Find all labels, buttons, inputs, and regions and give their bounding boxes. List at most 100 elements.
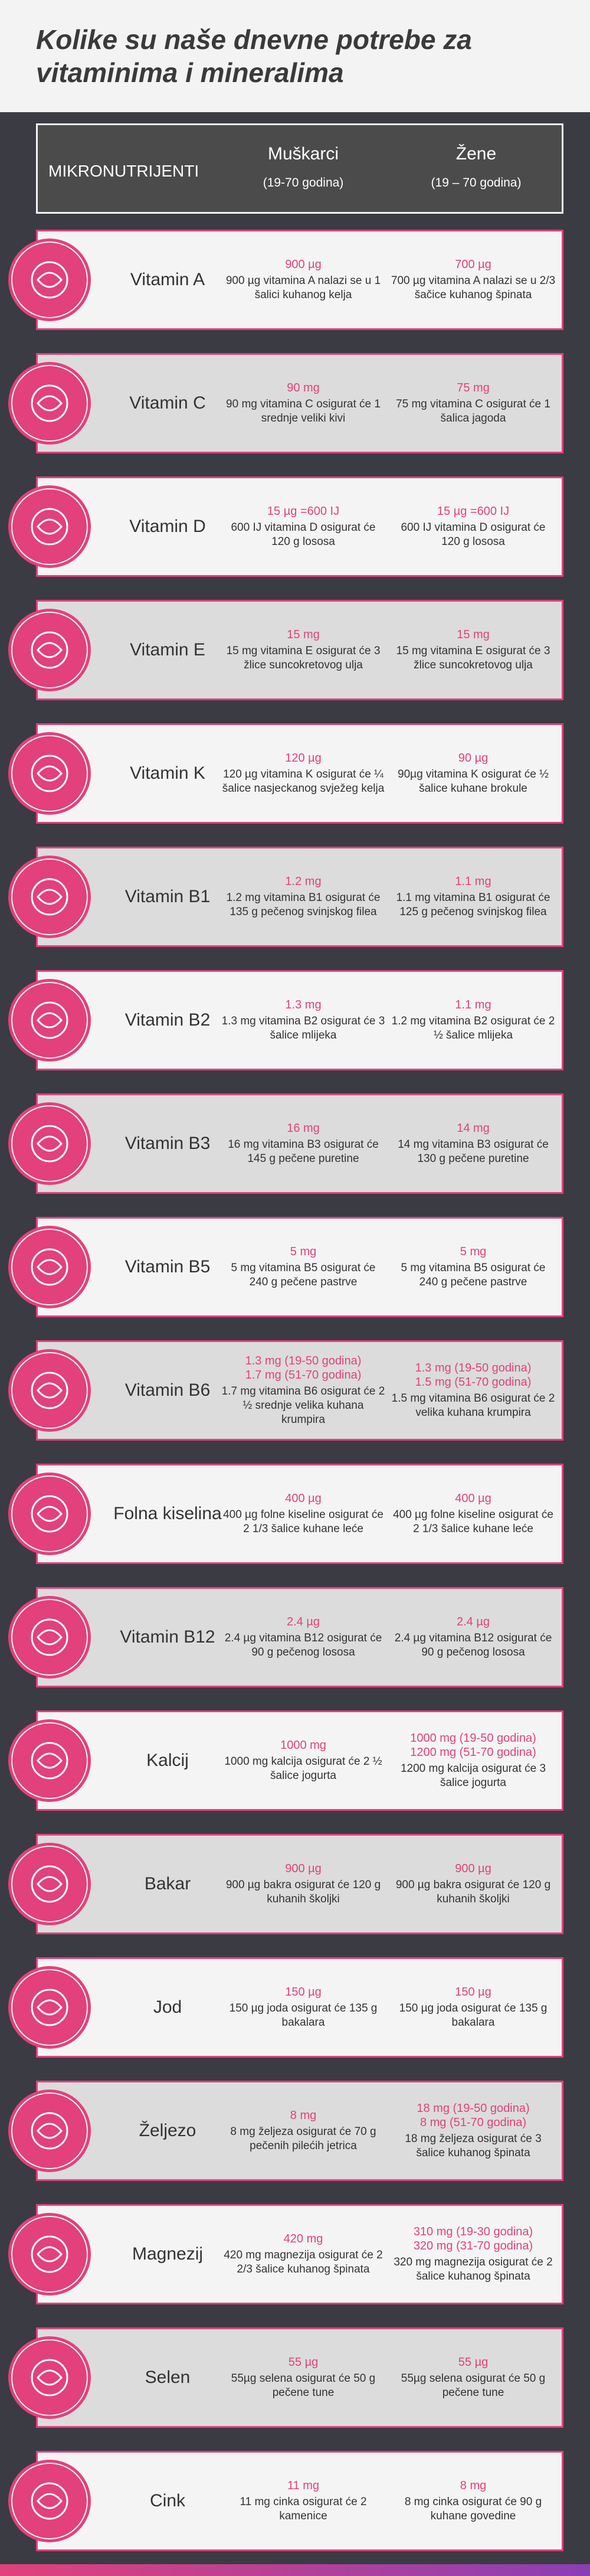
amount: 15 µg =600 IJ: [437, 505, 510, 518]
amount: 90 µg: [458, 752, 489, 765]
description: 150 µg joda osigurat će 135 g bakalara: [229, 2002, 378, 2029]
nutrient-name: Vitamin B12: [120, 1627, 215, 1647]
description: 55µg selena osigurat će 50 g pečene tune: [401, 2372, 546, 2399]
amount: 120 µg: [285, 752, 322, 765]
description: 11 mg cinka osigurat će 2 kamenice: [240, 2496, 367, 2522]
women-cell: 90 µg 90µg vitamina K osigurat će ½ šalic…: [391, 751, 556, 796]
amount: 75 mg: [457, 381, 490, 394]
description: 2.4 µg vitamina B12 osigurat će 90 g peč…: [394, 1632, 552, 1658]
women-cell: 1.1 mg 1.2 mg vitamina B2 osigurat će 2 ½…: [391, 998, 556, 1043]
women-cell: 150 µg 150 µg joda osigurat će 135 g baka…: [391, 1985, 556, 2030]
women-cell: 1.3 mg (19-50 godina) 1.5 mg (51-70 godin…: [391, 1361, 556, 1420]
amount: 1.3 mg (19-50 godina): [415, 1362, 532, 1374]
women-cell: 75 mg 75 mg vitamina C osigurat će 1 šali…: [391, 381, 556, 426]
footer-strip: [0, 2564, 590, 2576]
amount: 18 mg (19-50 godina): [417, 2102, 530, 2115]
nutrient-row: Vitamin C 90 mg 90 mg vitamina C osigurat …: [36, 353, 563, 453]
amount: 16 mg: [287, 1122, 320, 1135]
nutrient-name: Selen: [145, 2368, 191, 2387]
description: 1.1 mg vitamina B1 osigurat će 125 g peč…: [396, 892, 550, 918]
amount: 900 µg: [455, 1862, 491, 1875]
title-line: Kolike su naše dnevne potrebe za: [36, 24, 472, 55]
women-cell: 15 µg =600 IJ 600 IJ vitamina D osigurat …: [391, 504, 556, 549]
nutrient-name: Vitamin D: [129, 517, 206, 536]
amount: 1.3 mg: [285, 998, 322, 1011]
description: 320 mg magnezija osigurat će 2 šalice ku…: [394, 2256, 553, 2283]
men-cell: 120 µg 120 µg vitamina K osigurat će ¼ ša…: [221, 751, 386, 796]
amount: 2.4 µg: [456, 1615, 490, 1628]
table-header: MIKRONUTRIJENTI Muškarci (19-70 godina) …: [36, 123, 563, 214]
amount: 320 mg (31-70 godina): [413, 2239, 533, 2252]
icon: [8, 1473, 91, 1555]
description: 900 µg vitamina A nalazi se u 1 šalici k…: [225, 275, 381, 301]
men-cell: 15 mg 15 mg vitamina E osigurat će 3 žlic…: [221, 628, 386, 672]
men-cell: 1000 mg 1000 mg kalcija osigurat će 2 ½ š…: [221, 1738, 386, 1783]
amount: 8 mg: [460, 2479, 487, 2492]
description: 14 mg vitamina B3 osigurat će 130 g peče…: [398, 1138, 549, 1165]
nutrient-row: Vitamin E 15 mg 15 mg vitamina E osigurat …: [36, 600, 563, 700]
description: 75 mg vitamina C osigurat će 1 šalica ja…: [396, 398, 550, 425]
description: 420 mg magnezija osigurat će 2 2/3 šalic…: [224, 2249, 383, 2275]
nutrient-name: Vitamin B6: [124, 1380, 211, 1400]
women-cell: 700 µg 700 µg vitamina A nalazi se u 2/3 …: [391, 257, 556, 302]
nutrient-name: Vitamin K: [130, 763, 205, 783]
nutrient-name: Vitamin C: [129, 393, 206, 413]
header-label: MIKRONUTRIJENTI: [48, 162, 199, 180]
icon: [8, 2089, 91, 2172]
men-cell: 420 mg 420 mg magnezija osigurat će 2 2/3…: [221, 2232, 386, 2277]
description: 1.2 mg vitamina B2 osigurat će 2 ½ šalic…: [391, 1015, 555, 1041]
icon: [8, 856, 91, 938]
title-area: [0, 0, 590, 112]
amount: 400 µg: [285, 1492, 322, 1505]
icon: [8, 732, 91, 815]
header-label: Muškarci: [267, 144, 339, 164]
nutrient-row: Vitamin B2 1.3 mg 1.3 mg vitamina B2 osigu…: [36, 970, 563, 1070]
description: 1.7 mg vitamina B6 osigurat će 2 ½ sredn…: [221, 1385, 385, 1426]
amount: 5 mg: [290, 1245, 317, 1258]
men-cell: 1.3 mg (19-50 godina) 1.7 mg (51-70 godin…: [221, 1354, 386, 1427]
icon: [8, 239, 91, 321]
men-cell: 1.2 mg 1.2 mg vitamina B1 osigurat će 135…: [221, 874, 386, 919]
nutrient-name: Folna kiselina: [113, 1504, 222, 1523]
amount: 150 µg: [285, 1986, 322, 1999]
icon: [8, 2460, 91, 2542]
description: 600 IJ vitamina D osigurat će 120 g loso…: [231, 521, 376, 548]
icon: [8, 1226, 91, 1308]
nutrient-name: Kalcij: [146, 1751, 189, 1770]
description: 5 mg vitamina B5 osigurat će 240 g pečen…: [231, 1262, 376, 1288]
description: 55µg selena osigurat će 50 g pečene tune: [231, 2372, 376, 2399]
description: 120 µg vitamina K osigurat će ¼ šalice n…: [222, 768, 385, 795]
description: 8 mg željeza osigurat će 70 g pečenih pi…: [230, 2126, 376, 2152]
nutrient-row: Vitamin K 120 µg 120 µg vitamina K osigura…: [36, 723, 563, 824]
amount: 1.5 mg (51-70 godina): [415, 1376, 532, 1389]
men-cell: 90 mg 90 mg vitamina C osigurat će 1 sred…: [221, 381, 386, 426]
women-cell: 2.4 µg 2.4 µg vitamina B12 osigurat će 90…: [391, 1615, 556, 1660]
header-label: Žene: [455, 144, 497, 164]
men-cell: 400 µg 400 µg folne kiseline osigurat će …: [221, 1491, 386, 1536]
description: 1000 mg kalcija osigurat će 2 ½ šalice j…: [224, 1755, 382, 1782]
amount: 1.3 mg (19-50 godina): [245, 1354, 362, 1367]
amount: 900 µg: [285, 1862, 322, 1875]
amount: 11 mg: [287, 2479, 320, 2492]
women-cell: 900 µg 900 µg bakra osigurat će 120 g kuh…: [391, 1862, 556, 1906]
amount: 1.7 mg (51-70 godina): [245, 1369, 362, 1382]
nutrient-row: Vitamin D 15 µg =600 IJ 600 IJ vitamina D …: [36, 476, 563, 577]
men-cell: 150 µg 150 µg joda osigurat će 135 g baka…: [221, 1985, 386, 2030]
description: 150 µg joda osigurat će 135 g bakalara: [399, 2002, 548, 2029]
nutrient-row: Željezo 8 mg 8 mg željeza osigurat će 70 g…: [36, 2081, 563, 2181]
icon: [8, 1843, 91, 1925]
icon: [8, 1719, 91, 1802]
description: 90 mg vitamina C osigurat će 1 srednje v…: [226, 398, 381, 425]
description: 900 µg bakra osigurat će 120 g kuhanih š…: [225, 1879, 381, 1905]
men-cell: 2.4 µg 2.4 µg vitamina B12 osigurat će 90…: [221, 1615, 386, 1660]
amount: 1200 mg (51-70 godina): [410, 1746, 536, 1759]
nutrient-row: Selen 55 µg 55µg selena osigurat će 50 g p…: [36, 2327, 563, 2428]
amount: 1000 mg (19-50 godina): [410, 1732, 536, 1745]
men-cell: 55 µg 55µg selena osigurat će 50 g pečene…: [221, 2355, 386, 2400]
header-label: (19 – 70 godina): [431, 176, 522, 190]
nutrient-name: Vitamin A: [130, 270, 205, 289]
description: 90µg vitamina K osigurat će ½ šalice kuh…: [398, 768, 549, 795]
description: 400 µg folne kiseline osigurat će 2 1/3 …: [223, 1509, 384, 1535]
nutrient-name: Vitamin B2: [124, 1010, 211, 1030]
